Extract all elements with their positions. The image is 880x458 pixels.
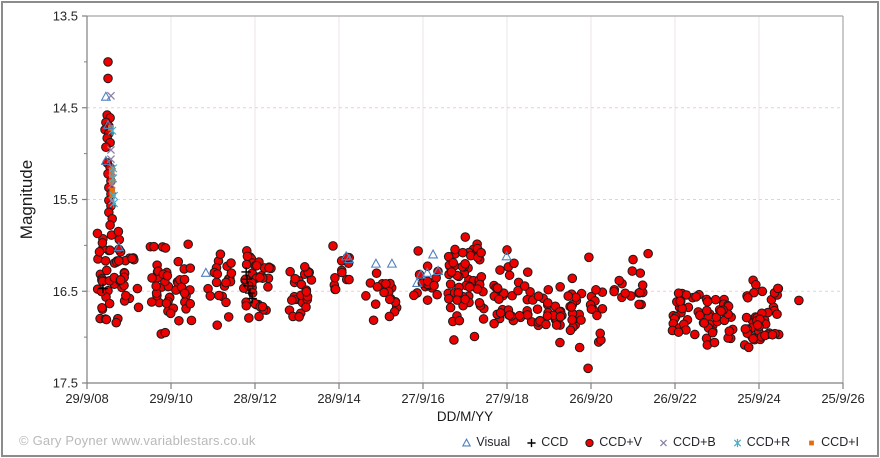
legend-label: Visual <box>476 435 511 449</box>
series-ccd <box>98 267 257 304</box>
plus-marker-icon <box>527 438 536 447</box>
y-tick-label: 15.5 <box>53 192 78 207</box>
light-curve-chart: 13.5 14.5 15.5 16.5 17.529/9/08 29/9/10 28/9/1… <box>17 9 865 425</box>
x-tick-label: 26/9/20 <box>569 391 612 406</box>
legend-item-visual: Visual <box>460 435 510 449</box>
x-tick-label: 27/9/18 <box>485 391 528 406</box>
tick-marks: 13.5 14.5 15.5 16.5 17.529/9/08 29/9/10 28/9/1… <box>53 9 865 407</box>
series-ccdb <box>106 91 117 205</box>
circle-marker-icon <box>585 438 594 447</box>
x-tick-label: 25/9/24 <box>737 391 780 406</box>
x-tick-label: 28/9/14 <box>317 391 360 406</box>
series-visual <box>100 91 512 287</box>
x-tick-label: 26/9/22 <box>653 391 696 406</box>
legend-label: CCD+I <box>821 435 859 449</box>
x-tick-label: 29/9/08 <box>65 391 108 406</box>
legend-label: CCD+B <box>673 435 716 449</box>
legend-label: CCD+V <box>599 435 642 449</box>
asterisk-marker-icon <box>733 438 741 447</box>
x-tick-label: 25/9/26 <box>821 391 864 406</box>
triangle-open-marker-icon <box>462 437 472 446</box>
x-tick-label: 28/9/12 <box>233 391 276 406</box>
y-tick-label: 16.5 <box>53 284 78 299</box>
y-tick-label: 14.5 <box>53 100 78 115</box>
legend-label: CCD+R <box>746 435 791 449</box>
square-marker-icon <box>809 440 815 445</box>
gridlines <box>87 16 843 383</box>
series-ccdr <box>107 125 119 208</box>
legend-item-ccdr: CCD+R <box>731 435 790 449</box>
plot-border <box>87 15 844 383</box>
x-tick-label: 29/9/10 <box>149 391 192 406</box>
x-marker-icon <box>659 438 668 447</box>
chart-legend: Visual CCD CCD+V CCD+B CCD+R CCD+I <box>460 435 859 449</box>
copyright-text: © Gary Poyner www.variablestars.co.uk <box>19 433 256 448</box>
y-axis-title: Magnitude <box>17 160 36 239</box>
x-axis-title: DD/M/YY <box>437 409 493 424</box>
y-tick-label: 13.5 <box>53 9 78 24</box>
x-tick-label: 27/9/16 <box>401 391 444 406</box>
legend-item-ccdi: CCD+I <box>805 435 859 449</box>
legend-item-ccdb: CCD+B <box>657 435 716 449</box>
series-ccdv <box>92 57 804 374</box>
legend-label: CCD <box>541 435 569 449</box>
y-tick-label: 17.5 <box>53 376 78 391</box>
legend-item-ccdv: CCD+V <box>583 435 642 449</box>
legend-item-ccd: CCD <box>525 435 568 449</box>
